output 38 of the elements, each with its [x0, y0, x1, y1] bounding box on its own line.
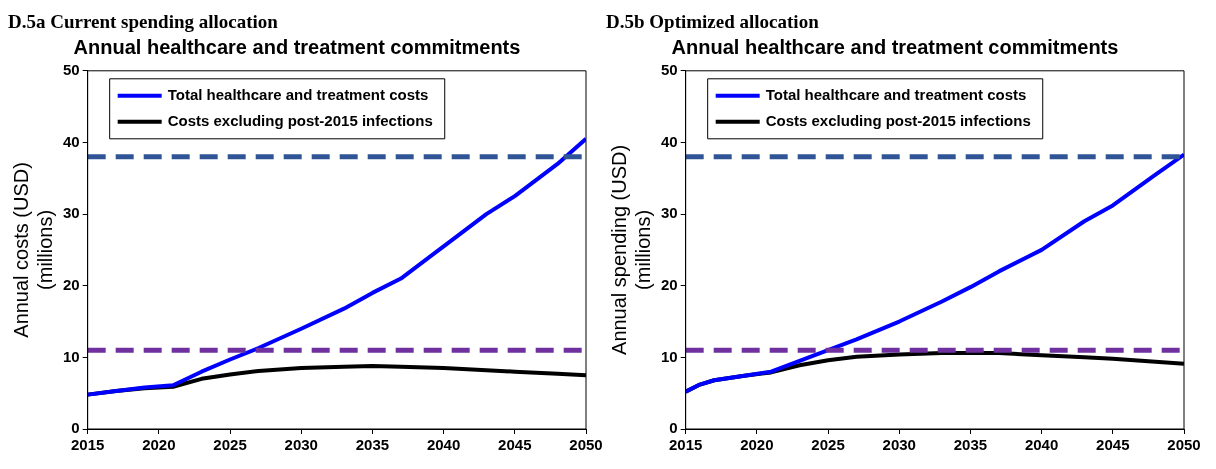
- x-tick-label: 2040: [1024, 436, 1059, 454]
- y-tick-label: 20: [661, 275, 678, 293]
- legend-label: Costs excluding post-2015 infections: [765, 111, 1031, 129]
- legend-label: Total healthcare and treatment costs: [765, 85, 1027, 103]
- chart-subtitle: Annual healthcare and treatment commitments: [671, 36, 1119, 59]
- y-tick-label: 10: [661, 347, 678, 365]
- y-tick-label: 50: [661, 60, 678, 78]
- x-tick-label: 2040: [426, 436, 461, 454]
- x-tick-label: 2035: [953, 436, 988, 454]
- legend-label: Costs excluding post-2015 infections: [167, 111, 433, 129]
- x-tick-label: 2045: [498, 436, 532, 454]
- x-tick-label: 2020: [142, 436, 176, 454]
- y-tick-label: 0: [669, 419, 678, 437]
- x-tick-label: 2050: [569, 436, 603, 454]
- x-tick-label: 2015: [669, 436, 703, 454]
- y-tick-label: 10: [63, 347, 80, 365]
- y-axis-title: Annual spending (USD) (millions): [607, 144, 654, 355]
- x-tick-label: 2020: [740, 436, 774, 454]
- x-tick-label: 2030: [882, 436, 916, 454]
- y-tick-label: 30: [63, 204, 80, 222]
- y-tick-label: 0: [71, 419, 80, 437]
- x-tick-label: 2045: [1096, 436, 1130, 454]
- chart-title: D.5a Current spending allocation: [8, 11, 279, 33]
- y-tick-label: 40: [63, 132, 80, 150]
- x-tick-label: 2035: [355, 436, 390, 454]
- y-tick-label: 40: [661, 132, 678, 150]
- x-tick-label: 2030: [284, 436, 318, 454]
- y-axis-title: Annual costs (USD) (millions): [9, 162, 56, 338]
- x-tick-label: 2015: [71, 436, 105, 454]
- legend-label: Total healthcare and treatment costs: [167, 85, 429, 103]
- chart-subtitle: Annual healthcare and treatment commitments: [73, 36, 521, 59]
- y-tick-label: 30: [661, 204, 678, 222]
- y-tick-label: 20: [63, 275, 80, 293]
- y-tick-label: 50: [63, 60, 80, 78]
- x-tick-label: 2025: [811, 436, 845, 454]
- chart-title: D.5b Optimized allocation: [606, 11, 820, 33]
- x-tick-label: 2025: [213, 436, 247, 454]
- x-tick-label: 2050: [1167, 436, 1201, 454]
